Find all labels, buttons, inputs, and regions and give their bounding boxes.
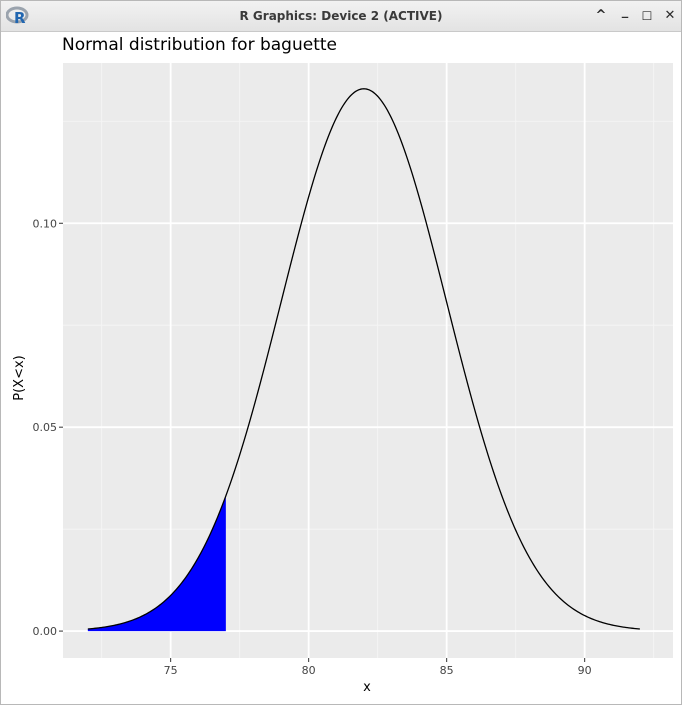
y-axis: 0.00 0.05 0.10 — [33, 217, 63, 638]
x-tick-label: 80 — [302, 664, 316, 677]
plot-panel — [63, 63, 673, 658]
shade-up-icon[interactable]: ^ — [595, 8, 607, 23]
shaded-area — [87, 495, 226, 632]
y-axis-title: P(X<x) — [12, 355, 27, 400]
x-axis-title: x — [363, 680, 371, 695]
window-title: R Graphics: Device 2 (ACTIVE) — [239, 9, 443, 23]
minimize-icon[interactable]: _ — [621, 4, 629, 19]
svg-text:R: R — [14, 9, 26, 26]
grid-major — [63, 63, 673, 658]
y-tick-label: 0.05 — [33, 421, 58, 434]
y-tick-label: 0.00 — [33, 625, 58, 638]
plot-area: Normal distribution for baguette 75 80 85 9… — [12, 35, 673, 695]
density-curve — [87, 88, 640, 630]
x-axis: 75 80 85 90 — [164, 658, 592, 677]
maximize-icon[interactable]: ☐ — [641, 9, 653, 23]
y-tick-label: 0.10 — [33, 217, 58, 230]
x-tick-label: 85 — [440, 664, 454, 677]
grid-minor — [63, 63, 673, 658]
x-tick-label: 90 — [578, 664, 592, 677]
r-logo-icon: R — [6, 6, 29, 26]
window-titlebar[interactable]: R R Graphics: Device 2 (ACTIVE) ^ _ ☐ ✕ — [1, 1, 681, 32]
chart-title: Normal distribution for baguette — [62, 35, 337, 55]
x-tick-label: 75 — [164, 664, 178, 677]
close-icon[interactable]: ✕ — [664, 8, 676, 23]
